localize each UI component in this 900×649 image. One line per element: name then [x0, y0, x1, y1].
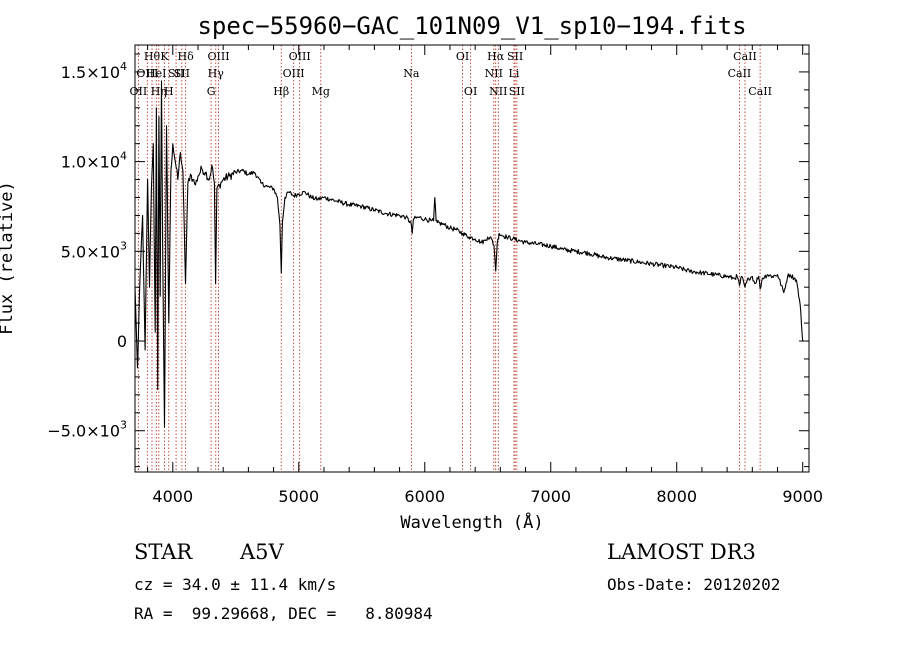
- y-tick-label-3: 0: [117, 332, 127, 351]
- obs-date-text: Obs-Date: 20120202: [607, 575, 781, 594]
- line-label-21: Hα: [487, 50, 505, 63]
- y-tick-label-1: 1.0×104: [61, 150, 127, 172]
- subclass-label: A5V: [240, 540, 284, 564]
- line-label-28: CaII: [748, 85, 772, 98]
- line-label-13: Hβ: [273, 85, 289, 98]
- line-label-18: OI: [456, 50, 469, 63]
- line-label-11: Hγ: [208, 67, 225, 80]
- line-label-7: SII: [168, 67, 184, 80]
- line-label-24: SII: [507, 50, 523, 63]
- y-tick-label-4: −5.0×103: [47, 419, 127, 441]
- line-label-17: Na: [403, 67, 420, 80]
- line-label-3: HeI: [146, 67, 166, 80]
- line-label-25: SII: [509, 85, 525, 98]
- line-label-4: Hη: [151, 85, 167, 98]
- plot-frame: [134, 44, 810, 473]
- line-label-5: K: [160, 50, 169, 63]
- y-tick-label-0: 1.5×104: [61, 60, 127, 82]
- chart-title: spec−55960−GAC_101N09_V1_sp10−194.fits: [197, 12, 746, 40]
- x-tick-label-5: 9000: [782, 487, 823, 506]
- x-tick-label-4: 8000: [656, 487, 697, 506]
- line-label-1: OIII: [136, 67, 158, 80]
- line-markers: [137, 45, 761, 472]
- line-label-23: Li: [509, 67, 520, 80]
- line-label-27: CaII: [733, 50, 757, 63]
- class-label: STAR: [134, 540, 193, 564]
- line-label-22: NII: [489, 85, 507, 98]
- line-label-9: Hδ: [178, 50, 195, 63]
- y-axis-label: Flux (relative): [0, 181, 17, 335]
- line-label-8: SII: [174, 67, 190, 80]
- line-label-16: Mg: [312, 85, 330, 98]
- line-label-26: CaII: [728, 67, 752, 80]
- line-label-0: OII: [130, 85, 148, 98]
- line-label-12: OIII: [207, 50, 229, 63]
- redshift-text: cz = 34.0 ± 11.4 km/s: [134, 575, 337, 594]
- x-tick-label-2: 6000: [404, 487, 445, 506]
- x-axis-label: Wavelength (Å): [400, 511, 543, 533]
- line-label-14: OIII: [283, 67, 305, 80]
- line-label-15: OIII: [289, 50, 311, 63]
- line-labels: OIIOIIIHθHeIHηKHSIISIIHδGHγOIIIHβOIIIOII…: [130, 50, 772, 98]
- line-label-2: Hθ: [144, 50, 161, 63]
- line-label-6: H: [164, 85, 174, 98]
- y-tick-label-2: 5.0×103: [61, 239, 127, 261]
- x-tick-label-1: 5000: [278, 487, 319, 506]
- y-axis: 1.5×104 1.0×104 5.0×103 0 −5.0×103: [47, 53, 809, 468]
- line-label-10: G: [207, 85, 216, 98]
- coordinates-text: RA = 99.29668, DEC = 8.80984: [134, 604, 433, 623]
- x-tick-label-0: 4000: [152, 487, 193, 506]
- x-axis: 4000 5000 6000 7000 8000 9000: [147, 45, 823, 506]
- x-tick-label-3: 7000: [530, 487, 571, 506]
- line-label-20: NII: [485, 67, 503, 80]
- line-label-19: OI: [464, 85, 477, 98]
- spectrum-line: [134, 80, 804, 428]
- survey-label: LAMOST DR3: [607, 540, 756, 564]
